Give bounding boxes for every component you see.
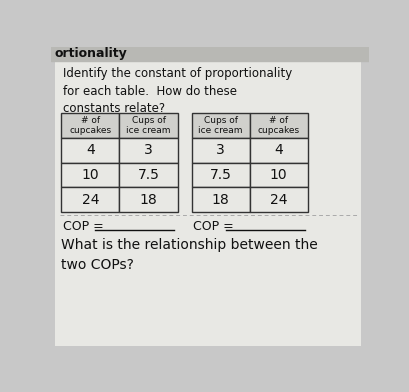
Bar xyxy=(119,138,177,163)
Text: Identify the constant of proportionality
for each table.  How do these
constants: Identify the constant of proportionality… xyxy=(63,67,292,115)
Text: 7.5: 7.5 xyxy=(137,168,159,182)
Text: 7.5: 7.5 xyxy=(209,168,231,182)
Text: Cups of
ice cream: Cups of ice cream xyxy=(126,116,170,135)
Bar xyxy=(191,138,249,163)
Bar xyxy=(191,163,249,187)
Text: COP =: COP = xyxy=(63,220,108,232)
Text: ortionality: ortionality xyxy=(54,47,127,60)
Text: 4: 4 xyxy=(86,143,94,157)
Bar xyxy=(191,187,249,212)
Text: What is the relationship between the
two COPs?: What is the relationship between the two… xyxy=(61,238,317,272)
Bar xyxy=(51,47,368,61)
Text: 24: 24 xyxy=(269,192,287,207)
Text: 24: 24 xyxy=(81,192,99,207)
Bar xyxy=(61,113,119,138)
Text: # of
cupcakes: # of cupcakes xyxy=(257,116,299,135)
Text: 3: 3 xyxy=(144,143,153,157)
Text: 18: 18 xyxy=(139,192,157,207)
Bar xyxy=(55,61,58,346)
Bar xyxy=(191,113,249,138)
Text: 18: 18 xyxy=(211,192,229,207)
Text: # of
cupcakes: # of cupcakes xyxy=(69,116,111,135)
Bar xyxy=(119,113,177,138)
Bar xyxy=(61,138,119,163)
Bar xyxy=(119,163,177,187)
Bar xyxy=(249,113,307,138)
Text: Cups of
ice cream: Cups of ice cream xyxy=(198,116,242,135)
Text: 10: 10 xyxy=(81,168,99,182)
Text: COP =: COP = xyxy=(193,220,237,232)
Bar xyxy=(249,163,307,187)
Bar xyxy=(249,187,307,212)
Text: 3: 3 xyxy=(216,143,225,157)
Text: 10: 10 xyxy=(269,168,287,182)
Bar xyxy=(119,187,177,212)
Bar xyxy=(61,187,119,212)
Text: 4: 4 xyxy=(274,143,282,157)
Bar xyxy=(61,163,119,187)
Bar xyxy=(249,138,307,163)
